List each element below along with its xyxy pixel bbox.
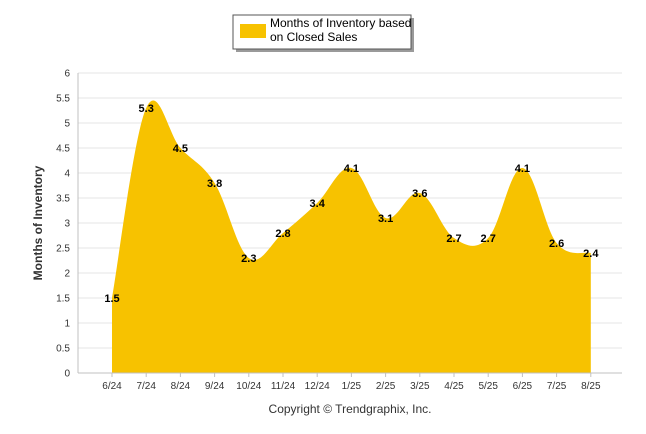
x-tick-label: 8/24 <box>171 381 191 392</box>
legend-label-line1: Months of Inventory based <box>270 16 411 30</box>
y-tick-label: 2.5 <box>56 244 70 255</box>
y-tick-label: 5.5 <box>56 94 70 105</box>
data-label: 1.5 <box>104 293 119 305</box>
data-labels: 1.5 5.3 4.5 3.8 2.3 2.8 3.4 4.1 3.1 3.6 2.7 2.7 4.1 2… <box>104 103 599 305</box>
x-tick-label: 4/25 <box>444 381 464 392</box>
x-tick-label: 12/24 <box>305 381 330 392</box>
y-axis-title: Months of Inventory <box>31 165 45 280</box>
y-tick-labels: 0 0.5 1 1.5 2 2.5 3 3.5 4 4.5 5 5.5 6 <box>56 69 70 380</box>
y-tick-label: 3.5 <box>56 194 70 205</box>
y-tick-label: 6 <box>64 69 70 80</box>
legend-label-line2: on Closed Sales <box>270 30 357 44</box>
data-label: 3.6 <box>412 188 427 200</box>
copyright-text: Copyright © Trendgraphix, Inc. <box>269 402 432 416</box>
x-tick-label: 7/24 <box>136 381 156 392</box>
area-fill <box>112 100 591 374</box>
x-tick-label: 8/25 <box>581 381 601 392</box>
y-tick-label: 0.5 <box>56 344 70 355</box>
data-label: 4.1 <box>515 163 530 175</box>
y-tick-label: 2 <box>64 269 70 280</box>
data-label: 3.4 <box>310 198 326 210</box>
area-series <box>112 100 591 374</box>
data-label: 5.3 <box>139 103 154 115</box>
data-label: 2.4 <box>583 248 599 260</box>
x-tick-label: 5/25 <box>478 381 498 392</box>
x-tick-labels: 6/24 7/24 8/24 9/24 10/24 11/24 12/24 1/25 2/25 3… <box>102 381 601 392</box>
data-label: 3.8 <box>207 178 222 190</box>
x-tick-label: 2/25 <box>376 381 396 392</box>
y-tick-label: 1 <box>64 319 70 330</box>
x-tick-label: 1/25 <box>342 381 362 392</box>
x-tick-label: 3/25 <box>410 381 430 392</box>
data-label: 2.6 <box>549 238 564 250</box>
x-tick-label: 9/24 <box>205 381 225 392</box>
y-tick-label: 1.5 <box>56 294 70 305</box>
data-label: 2.7 <box>481 233 496 245</box>
x-tick-label: 11/24 <box>271 381 296 392</box>
x-tick-label: 6/24 <box>102 381 122 392</box>
data-label: 4.5 <box>173 143 188 155</box>
y-tick-label: 3 <box>64 219 70 230</box>
y-tick-label: 4 <box>64 169 70 180</box>
y-tick-label: 4.5 <box>56 144 70 155</box>
x-tick-label: 10/24 <box>236 381 261 392</box>
data-label: 2.8 <box>275 228 290 240</box>
data-label: 2.7 <box>446 233 461 245</box>
x-tick-label: 7/25 <box>547 381 567 392</box>
legend: Months of Inventory based on Closed Sale… <box>232 14 414 52</box>
data-label: 3.1 <box>378 213 393 225</box>
y-tick-label: 0 <box>64 369 70 380</box>
x-tick-label: 6/25 <box>513 381 533 392</box>
axes <box>77 73 622 377</box>
y-tick-label: 5 <box>64 119 70 130</box>
data-label: 2.3 <box>241 253 256 265</box>
data-label: 4.1 <box>344 163 359 175</box>
legend-swatch <box>240 24 266 38</box>
